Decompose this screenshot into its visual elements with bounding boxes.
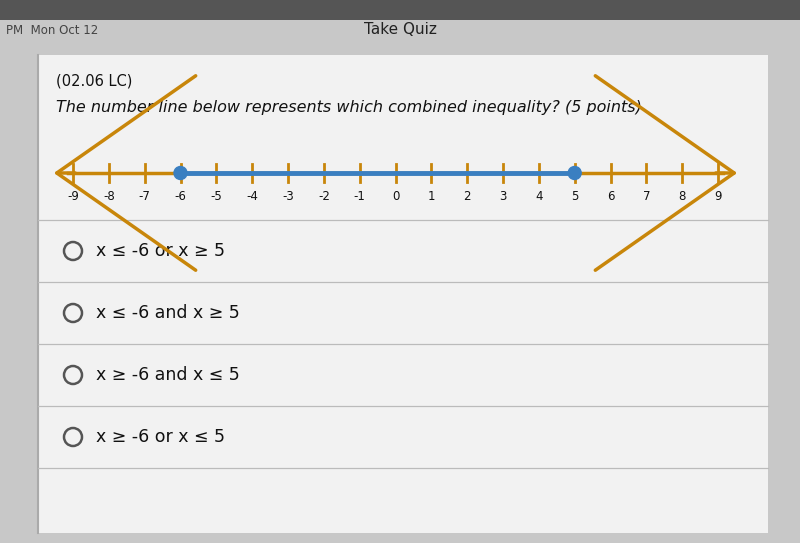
Text: PM  Mon Oct 12: PM Mon Oct 12 <box>6 23 98 36</box>
Circle shape <box>568 167 581 180</box>
Text: 0: 0 <box>392 190 399 203</box>
Text: 8: 8 <box>678 190 686 203</box>
Text: 7: 7 <box>642 190 650 203</box>
Text: -9: -9 <box>67 190 79 203</box>
Text: 5: 5 <box>571 190 578 203</box>
Bar <box>38 55 768 533</box>
Text: -8: -8 <box>103 190 114 203</box>
Text: 1: 1 <box>427 190 435 203</box>
Text: -2: -2 <box>318 190 330 203</box>
Text: x ≥ -6 or x ≤ 5: x ≥ -6 or x ≤ 5 <box>96 428 225 446</box>
Text: -7: -7 <box>138 190 150 203</box>
Text: The number line below represents which combined inequality? (5 points): The number line below represents which c… <box>56 100 642 115</box>
Text: -6: -6 <box>174 190 186 203</box>
Text: x ≥ -6 and x ≤ 5: x ≥ -6 and x ≤ 5 <box>96 366 240 384</box>
Text: 6: 6 <box>606 190 614 203</box>
Circle shape <box>174 167 187 180</box>
Text: (02.06 LC): (02.06 LC) <box>56 73 132 88</box>
Text: -4: -4 <box>246 190 258 203</box>
Text: 4: 4 <box>535 190 542 203</box>
Text: x ≤ -6 and x ≥ 5: x ≤ -6 and x ≥ 5 <box>96 304 240 322</box>
Text: -1: -1 <box>354 190 366 203</box>
Text: 3: 3 <box>499 190 506 203</box>
Text: 2: 2 <box>463 190 471 203</box>
Text: -5: -5 <box>210 190 222 203</box>
Text: Take Quiz: Take Quiz <box>363 22 437 37</box>
Text: 9: 9 <box>714 190 722 203</box>
Text: -3: -3 <box>282 190 294 203</box>
Text: x ≤ -6 or x ≥ 5: x ≤ -6 or x ≥ 5 <box>96 242 225 260</box>
Bar <box>0 0 800 20</box>
